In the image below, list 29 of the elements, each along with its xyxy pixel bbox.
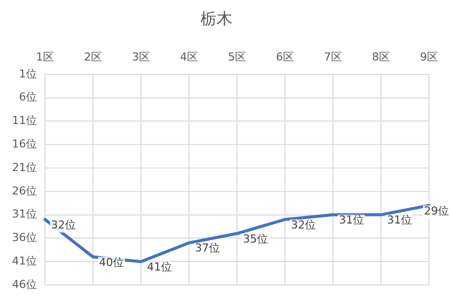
x-tick-label: 9区 xyxy=(420,50,438,64)
y-tick-label: 6位 xyxy=(18,90,37,104)
x-tick-label: 8区 xyxy=(372,50,390,64)
y-tick-label: 31位 xyxy=(12,208,37,221)
data-label: 31位 xyxy=(339,214,364,227)
x-tick-label: 6区 xyxy=(276,50,294,64)
y-tick-label: 1位 xyxy=(18,67,37,80)
x-tick-label: 3区 xyxy=(132,50,150,64)
data-label: 40位 xyxy=(98,256,124,269)
data-label: 32位 xyxy=(50,218,76,232)
data-label: 29位 xyxy=(424,204,450,218)
y-tick-label: 41位 xyxy=(12,254,37,268)
y-tick-label: 46位 xyxy=(12,278,37,291)
y-tick-label: 11位 xyxy=(12,114,37,128)
x-tick-label: 5区 xyxy=(228,50,246,64)
y-tick-label: 16位 xyxy=(12,137,37,150)
data-label: 35位 xyxy=(243,232,268,246)
x-tick-label: 2区 xyxy=(84,50,102,64)
data-label: 32位 xyxy=(291,218,316,232)
x-tick-label: 4区 xyxy=(180,50,198,64)
y-tick-label: 26位 xyxy=(12,184,37,198)
data-label: 37位 xyxy=(195,242,220,255)
x-tick-label: 7区 xyxy=(324,50,342,64)
data-label: 31位 xyxy=(387,214,412,227)
x-tick-label: 1区 xyxy=(36,50,54,64)
y-tick-label: 36位 xyxy=(12,231,37,244)
data-label: 41位 xyxy=(147,260,172,274)
y-tick-label: 21位 xyxy=(12,160,37,174)
chart-title: 栃木 xyxy=(200,8,232,28)
